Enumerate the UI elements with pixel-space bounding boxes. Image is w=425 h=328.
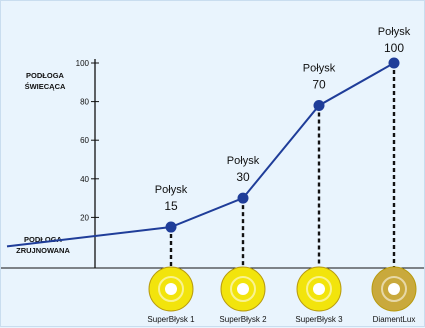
annotation-value: 100 [384, 41, 404, 55]
x-tick-label: DiamentLux [373, 315, 416, 324]
data-point [388, 57, 400, 69]
product-disc-ring [230, 276, 256, 302]
y-tick-label: 40 [80, 175, 89, 184]
data-point [237, 192, 249, 204]
x-tick-label: SuperBłysk 2 [219, 315, 267, 324]
product-disc-hole [237, 283, 249, 295]
data-point [313, 99, 325, 111]
product-disc-ring [306, 276, 332, 302]
y-side-label-bottom: ZRUJNOWANA [16, 246, 70, 255]
y-tick-label: 80 [80, 98, 89, 107]
annotation-value: 30 [236, 170, 250, 184]
annotation-name: Połysk [378, 26, 411, 38]
product-disc-hole [388, 283, 400, 295]
y-side-label-bottom: PODŁOGA [24, 235, 63, 244]
x-tick-label: SuperBłysk 1 [147, 315, 195, 324]
product-disc-ring [381, 276, 407, 302]
product-disc-hole [165, 283, 177, 295]
x-tick-label: SuperBłysk 3 [295, 315, 343, 324]
annotation-name: Połysk [303, 62, 336, 74]
y-side-label-top: ŚWIECĄCA [25, 82, 66, 91]
data-point [165, 221, 177, 233]
y-tick-label: 100 [76, 59, 90, 68]
y-tick-label: 20 [80, 213, 89, 222]
annotation-value: 15 [164, 199, 178, 213]
product-disc-ring [158, 276, 184, 302]
annotation-name: Połysk [155, 184, 188, 196]
product-disc-hole [313, 283, 325, 295]
annotation-name: Połysk [227, 155, 260, 167]
annotation-value: 70 [312, 77, 326, 91]
y-tick-label: 60 [80, 136, 89, 145]
y-side-label-top: PODŁOGA [26, 71, 65, 80]
